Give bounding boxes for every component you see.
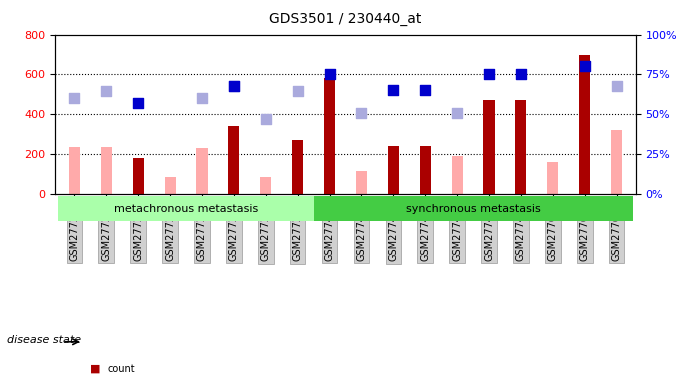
Point <box>261 116 272 122</box>
Bar <box>324 78 335 194</box>
Bar <box>419 146 430 194</box>
Text: metachronous metastasis: metachronous metastasis <box>114 204 258 214</box>
Point <box>69 95 80 101</box>
Point <box>324 70 335 76</box>
Bar <box>59 196 314 221</box>
Point <box>452 110 463 116</box>
Point <box>419 88 430 94</box>
Bar <box>388 146 399 194</box>
Point <box>196 95 207 101</box>
Point <box>579 63 590 69</box>
Point <box>484 71 495 78</box>
Bar <box>133 158 144 194</box>
Point <box>611 83 622 89</box>
Bar <box>261 177 272 194</box>
Bar <box>228 126 240 194</box>
Point <box>388 88 399 94</box>
Point <box>228 83 239 89</box>
Bar <box>164 177 176 194</box>
Point <box>356 110 367 116</box>
Bar <box>356 171 367 194</box>
Text: synchronous metastasis: synchronous metastasis <box>406 204 540 214</box>
Bar <box>451 156 463 194</box>
Bar <box>314 196 632 221</box>
Text: disease state: disease state <box>7 335 81 345</box>
Point <box>133 100 144 106</box>
Bar <box>515 101 527 194</box>
Point <box>101 88 112 94</box>
Point <box>228 83 239 89</box>
Bar <box>101 147 112 194</box>
Bar <box>292 141 303 194</box>
Bar <box>579 55 590 194</box>
Point <box>292 88 303 94</box>
Text: count: count <box>107 364 135 374</box>
Bar <box>547 162 558 194</box>
Point <box>515 71 527 78</box>
Text: ■: ■ <box>90 364 100 374</box>
Bar <box>484 101 495 194</box>
Bar <box>196 148 207 194</box>
Text: GDS3501 / 230440_at: GDS3501 / 230440_at <box>269 12 422 25</box>
Bar <box>611 131 622 194</box>
Bar <box>69 147 80 194</box>
